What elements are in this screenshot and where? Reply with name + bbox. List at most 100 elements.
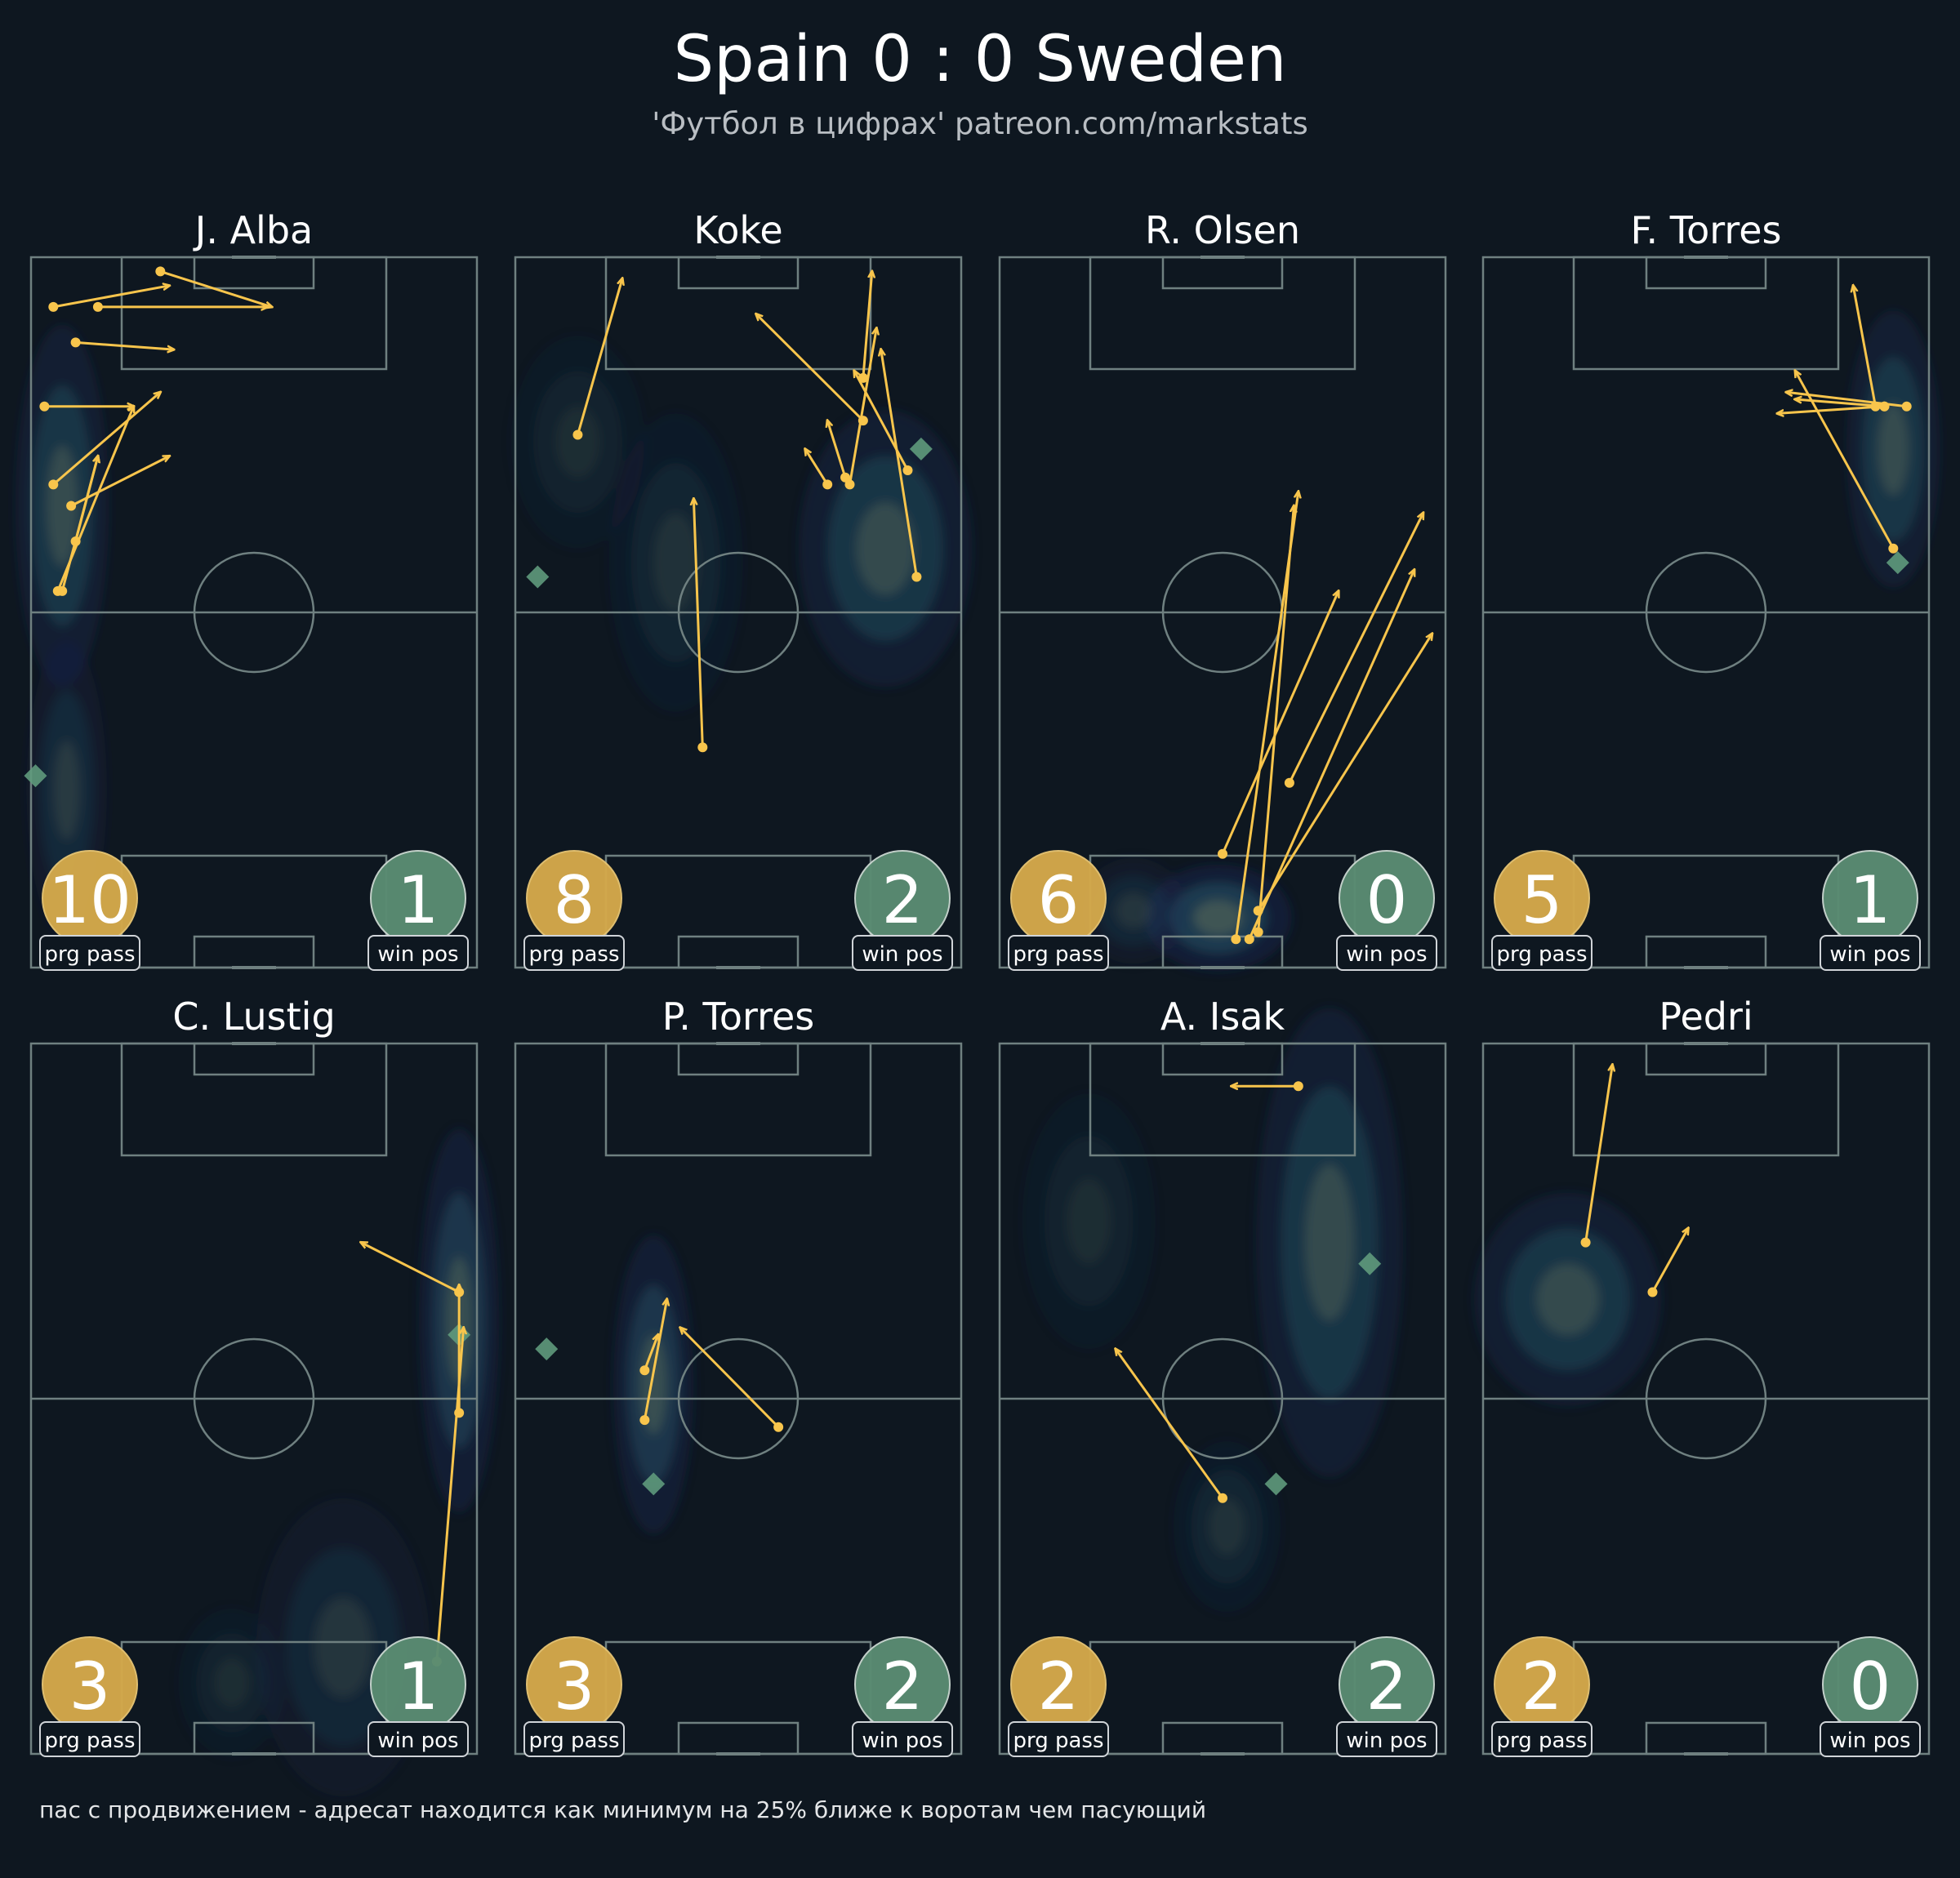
- player-name: Koke: [693, 208, 782, 252]
- center-circle: [193, 551, 315, 674]
- prg-pass-count: 6: [1038, 862, 1080, 938]
- pitch-lines: [29, 256, 479, 969]
- penalty-area-top: [1572, 1042, 1840, 1157]
- pass-arrow: [1116, 1349, 1224, 1499]
- pass-arrow: [643, 1335, 657, 1371]
- pass-arrow: [643, 1299, 666, 1421]
- pass-arrow: [1777, 405, 1885, 414]
- pass-origin: [572, 429, 583, 440]
- prg-pass-label-box: [523, 935, 625, 971]
- penalty-area-bottom: [1089, 1640, 1356, 1756]
- win-pos-count: 2: [882, 1649, 924, 1724]
- pass-origin: [48, 301, 59, 312]
- goal-area-bottom: [677, 935, 800, 969]
- pass-origin: [1284, 777, 1294, 788]
- heat-core: [213, 1658, 250, 1708]
- pass-origin: [773, 1422, 784, 1432]
- prg-pass-label: prg pass: [1013, 1729, 1103, 1753]
- heat-core: [653, 513, 698, 612]
- prg-pass-count: 8: [554, 862, 595, 938]
- player-panel: J. Alba 10 prg pass 1 win pos: [15, 208, 479, 971]
- penalty-area-top: [1089, 256, 1356, 371]
- heat-core: [1115, 892, 1152, 929]
- goal-area-bottom: [1161, 1721, 1284, 1756]
- goal-area-bottom: [677, 1721, 800, 1756]
- pass-origin: [911, 572, 922, 582]
- pass-origin: [57, 585, 68, 596]
- prg-pass-count: 3: [554, 1649, 595, 1724]
- footnote: пас с продвижением - адресат находится к…: [39, 1796, 1207, 1823]
- heat-core: [1536, 1263, 1599, 1335]
- player-panel: A. Isak 2 prg pass 2 win pos: [998, 995, 1447, 1757]
- prg-pass-label-box: [1491, 935, 1592, 971]
- pass-arrow: [1795, 371, 1895, 550]
- penalty-area-top: [1572, 256, 1840, 371]
- pass-origin: [1870, 401, 1881, 412]
- pitch-lines: [1481, 1042, 1931, 1756]
- pass-arrow: [849, 328, 877, 485]
- pass-arrow: [1584, 1065, 1613, 1243]
- win-pos-label: win pos: [862, 942, 942, 967]
- heat-core: [314, 1597, 372, 1698]
- pass-arrow: [53, 286, 169, 309]
- prg-pass-label: prg pass: [1496, 1729, 1587, 1753]
- win-pos-label-box: [368, 1721, 469, 1757]
- pass-arrow: [1248, 570, 1414, 940]
- win-pos-marker: [24, 764, 47, 788]
- prg-pass-count: 2: [1521, 1649, 1563, 1724]
- win-pos-marker: [1358, 1252, 1382, 1275]
- player-panel: P. Torres 3 prg pass 2 win pos: [514, 995, 963, 1757]
- player-name: A. Isak: [1160, 995, 1285, 1039]
- win-pos-label: win pos: [377, 942, 458, 967]
- pass-arrow: [1221, 591, 1339, 855]
- goal-area-top: [1645, 1042, 1767, 1076]
- goal-area-bottom: [1645, 1721, 1767, 1756]
- pass-origin: [902, 465, 913, 475]
- center-circle: [677, 1337, 800, 1460]
- penalty-area-bottom: [604, 854, 872, 969]
- pass-origin: [639, 1365, 650, 1376]
- win-pos-count: 1: [398, 862, 439, 938]
- goal-area-bottom: [1645, 935, 1767, 969]
- prg-pass-count: 2: [1038, 1649, 1080, 1724]
- win-pos-count: 1: [398, 1649, 439, 1724]
- center-circle: [1161, 1337, 1284, 1460]
- prg-pass-label: prg pass: [1013, 942, 1103, 967]
- pass-origin: [1218, 1493, 1227, 1503]
- heat-core: [53, 740, 81, 840]
- pass-origin: [1218, 848, 1227, 859]
- player-panel: R. Olsen 6 prg pass 0 win pos: [998, 208, 1447, 972]
- heat-core: [1878, 403, 1909, 496]
- prg-pass-label: prg pass: [44, 942, 135, 967]
- heat-core: [47, 445, 78, 567]
- pass-arrow: [1853, 286, 1877, 407]
- win-pos-marker: [1264, 1472, 1288, 1496]
- win-pos-label: win pos: [1346, 942, 1427, 967]
- player-name: J. Alba: [193, 208, 313, 252]
- pass-arrow: [756, 314, 864, 422]
- player-name: F. Torres: [1630, 208, 1781, 252]
- pass-arrow: [1651, 1228, 1688, 1293]
- heatmap: [15, 324, 109, 940]
- pass-arrow: [827, 421, 847, 478]
- pass-arrow: [680, 1328, 780, 1428]
- prg-pass-label: prg pass: [1496, 942, 1587, 967]
- pass-origin: [39, 401, 50, 412]
- player-panel: F. Torres 5 prg pass 1 win pos: [1481, 208, 1940, 971]
- win-pos-label: win pos: [1346, 1729, 1427, 1753]
- heat-core: [1209, 1498, 1245, 1555]
- win-pos-label-box: [852, 935, 953, 971]
- prg-pass-label-box: [1008, 1721, 1109, 1757]
- prg-pass-label: prg pass: [44, 1729, 135, 1753]
- prg-pass-label-box: [1008, 935, 1109, 971]
- pass-arrow: [52, 392, 160, 486]
- pass-origin: [840, 472, 851, 483]
- pass-origin: [1253, 906, 1263, 916]
- penalty-area-top: [604, 256, 872, 371]
- pass-arrow: [576, 278, 622, 435]
- goal-area-top: [677, 256, 800, 290]
- win-pos-label-box: [1336, 1721, 1437, 1757]
- win-pos-marker: [1886, 551, 1909, 575]
- pass-origin: [92, 301, 103, 312]
- pass-arrow: [159, 269, 272, 307]
